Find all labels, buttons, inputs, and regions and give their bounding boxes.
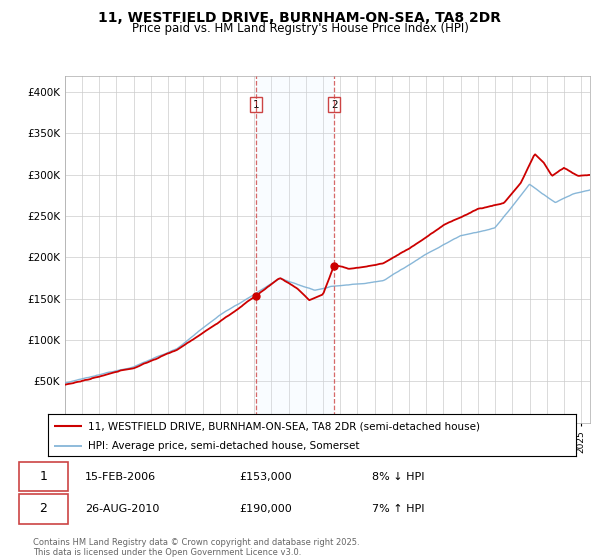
- Text: HPI: Average price, semi-detached house, Somerset: HPI: Average price, semi-detached house,…: [88, 441, 359, 451]
- Text: Contains HM Land Registry data © Crown copyright and database right 2025.
This d: Contains HM Land Registry data © Crown c…: [33, 538, 359, 557]
- Text: 11, WESTFIELD DRIVE, BURNHAM-ON-SEA, TA8 2DR: 11, WESTFIELD DRIVE, BURNHAM-ON-SEA, TA8…: [98, 11, 502, 25]
- Text: 26-AUG-2010: 26-AUG-2010: [85, 504, 160, 514]
- Bar: [256, 76, 334, 423]
- Text: 8% ↓ HPI: 8% ↓ HPI: [372, 472, 425, 482]
- Text: Price paid vs. HM Land Registry's House Price Index (HPI): Price paid vs. HM Land Registry's House …: [131, 22, 469, 35]
- Text: 2: 2: [40, 502, 47, 515]
- Text: 1: 1: [253, 100, 260, 110]
- FancyBboxPatch shape: [19, 462, 68, 492]
- Text: £190,000: £190,000: [240, 504, 293, 514]
- Text: 2: 2: [331, 100, 338, 110]
- FancyBboxPatch shape: [19, 494, 68, 524]
- Text: 11, WESTFIELD DRIVE, BURNHAM-ON-SEA, TA8 2DR (semi-detached house): 11, WESTFIELD DRIVE, BURNHAM-ON-SEA, TA8…: [88, 421, 479, 431]
- Text: 7% ↑ HPI: 7% ↑ HPI: [372, 504, 425, 514]
- Text: £153,000: £153,000: [240, 472, 292, 482]
- Text: 1: 1: [40, 470, 47, 483]
- Text: 15-FEB-2006: 15-FEB-2006: [85, 472, 157, 482]
